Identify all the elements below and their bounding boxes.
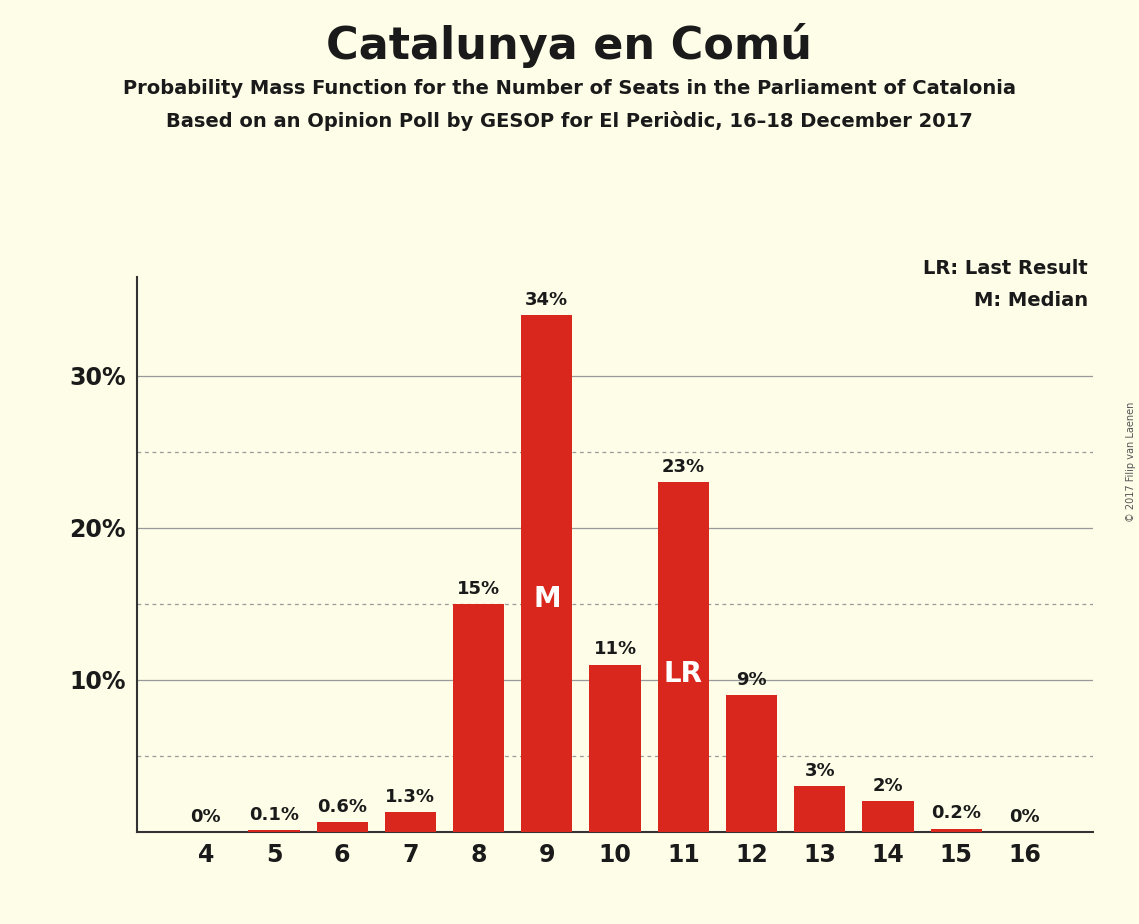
Bar: [794, 786, 845, 832]
Text: 23%: 23%: [662, 458, 705, 476]
Text: 11%: 11%: [593, 640, 637, 659]
Bar: [248, 830, 300, 832]
Text: © 2017 Filip van Laenen: © 2017 Filip van Laenen: [1126, 402, 1136, 522]
Bar: [657, 482, 708, 832]
Bar: [385, 812, 436, 832]
Text: 1.3%: 1.3%: [385, 788, 435, 806]
Text: 15%: 15%: [457, 579, 500, 598]
Text: Probability Mass Function for the Number of Seats in the Parliament of Catalonia: Probability Mass Function for the Number…: [123, 79, 1016, 98]
Text: 2%: 2%: [872, 777, 903, 796]
Text: 0.6%: 0.6%: [317, 798, 367, 817]
Text: LR: LR: [664, 661, 703, 688]
Bar: [862, 801, 913, 832]
Text: Catalunya en Comú: Catalunya en Comú: [327, 23, 812, 68]
Text: 9%: 9%: [736, 671, 767, 688]
Text: M: Median: M: Median: [974, 291, 1088, 310]
Text: LR: Last Result: LR: Last Result: [923, 259, 1088, 278]
Bar: [726, 695, 777, 832]
Text: 34%: 34%: [525, 291, 568, 310]
Text: Based on an Opinion Poll by GESOP for El Periòdic, 16–18 December 2017: Based on an Opinion Poll by GESOP for El…: [166, 111, 973, 131]
Bar: [453, 603, 505, 832]
Text: 0.1%: 0.1%: [249, 806, 298, 824]
Bar: [317, 822, 368, 832]
Text: 0%: 0%: [190, 808, 221, 825]
Text: 0%: 0%: [1009, 808, 1040, 825]
Bar: [522, 315, 573, 832]
Text: 0.2%: 0.2%: [932, 805, 981, 822]
Text: M: M: [533, 585, 560, 614]
Bar: [590, 664, 640, 832]
Bar: [931, 829, 982, 832]
Text: 3%: 3%: [804, 762, 835, 780]
